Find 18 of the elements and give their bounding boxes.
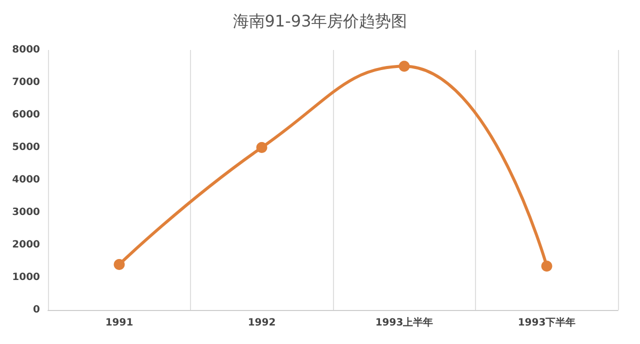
x-tick-label: 1993下半年 bbox=[518, 316, 576, 328]
y-tick-label: 3000 bbox=[12, 207, 40, 218]
y-tick-label: 0 bbox=[33, 304, 40, 316]
x-tick-label: 1993上半年 bbox=[375, 316, 434, 328]
x-tick-label: 1991 bbox=[105, 318, 134, 328]
chart-title: 海南91-93年房价趋势图 bbox=[232, 12, 408, 30]
y-tick-label: 6000 bbox=[12, 110, 40, 120]
x-tick-label: 1992 bbox=[248, 318, 276, 328]
y-tick-label: 2000 bbox=[12, 240, 40, 250]
y-tick-label: 7000 bbox=[12, 77, 40, 88]
point bbox=[114, 259, 125, 270]
point bbox=[398, 60, 410, 72]
y-tick-label: 5000 bbox=[12, 142, 40, 153]
y-tick-label: 8000 bbox=[12, 44, 40, 56]
point bbox=[541, 260, 552, 272]
y-tick-label: 1000 bbox=[12, 272, 40, 283]
point bbox=[256, 142, 268, 153]
y-tick-label: 4000 bbox=[12, 174, 40, 186]
